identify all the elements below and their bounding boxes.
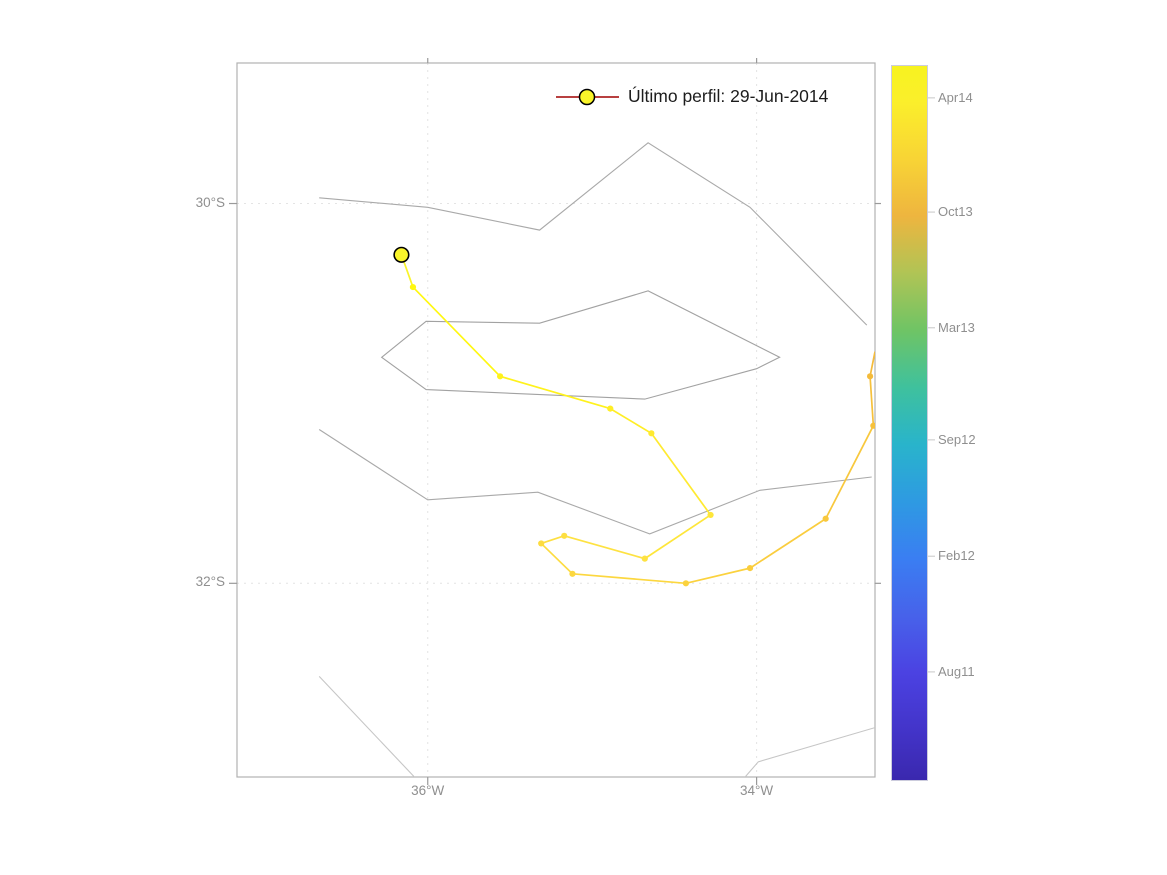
trajectory-segment: [609, 407, 652, 435]
profile-marker: [607, 405, 614, 412]
trajectory-segment: [540, 535, 565, 545]
contour-upper: [319, 142, 868, 326]
x-tick-label: 36°W: [411, 783, 445, 798]
colorbar-tick-label: Oct13: [938, 204, 973, 220]
trajectory-segment: [563, 535, 646, 560]
profile-marker: [707, 511, 714, 519]
trajectory-segment: [650, 432, 712, 516]
colorbar-tick-label: Aug11: [938, 663, 975, 679]
legend-marker: [578, 88, 596, 106]
profile-marker: [682, 580, 690, 587]
profile-marker: [561, 532, 568, 539]
profile-marker: [538, 540, 545, 547]
float-trajectory: [393, 246, 875, 587]
plot-border: [236, 62, 876, 778]
profile-marker: [409, 283, 417, 291]
contour-bottom-right: [744, 727, 875, 777]
trajectory-segment: [869, 376, 875, 426]
bathymetry-contours: [318, 142, 875, 777]
contour-bottom-left: [318, 676, 416, 777]
profile-marker: [822, 515, 829, 522]
trajectory-segment: [540, 542, 574, 575]
colorbar-tick-label: Mar13: [938, 319, 975, 335]
contour-closed-ridge: [380, 290, 781, 400]
trajectory-segment: [412, 286, 501, 377]
trajectory-segment: [749, 518, 827, 569]
legend-sample: [556, 88, 619, 106]
profile-marker: [870, 422, 875, 429]
profile-marker: [641, 555, 648, 562]
trajectory-segment: [572, 572, 686, 585]
gridlines: [237, 63, 875, 777]
y-tick-label: 30°S: [195, 194, 225, 210]
trajectory-segment: [824, 425, 875, 520]
profile-marker: [648, 430, 655, 437]
profile-marker: [496, 373, 504, 380]
last-profile-marker: [393, 246, 410, 263]
colorbar: [891, 65, 928, 781]
axis-tick-marks: [229, 58, 881, 785]
trajectory-segment: [644, 514, 712, 560]
colorbar-tick-label: Apr14: [938, 89, 973, 105]
profile-marker: [569, 570, 576, 577]
colorbar-tick-label: Feb12: [938, 548, 975, 564]
trajectory-segment: [869, 351, 875, 377]
trajectory-segment: [499, 375, 611, 410]
profile-marker: [866, 373, 874, 380]
x-tick-label: 34°W: [740, 783, 774, 798]
legend-label: Último perfil: 29-Jun-2014: [628, 86, 829, 106]
contour-middle: [318, 429, 872, 535]
trajectory-segment: [685, 567, 751, 585]
profile-marker: [746, 565, 754, 572]
colorbar-tick-label: Sep12: [938, 431, 976, 447]
y-tick-label: 32°S: [195, 574, 225, 590]
colorbar-tick-marks: [927, 97, 935, 673]
